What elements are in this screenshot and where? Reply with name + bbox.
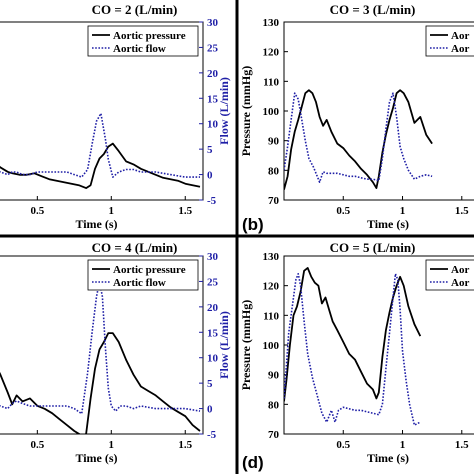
- legend-label-flow: Aortic flow: [113, 43, 166, 55]
- y-right-tick-label: 0: [207, 170, 213, 182]
- series-line-aortic-pressure: [0, 142, 201, 190]
- legend-label-flow: Aor: [451, 43, 469, 55]
- panel-2: CO = 3 (L/min) 0.5 1 1.5 Time (s) 70 80 90 100 11…: [239, 2, 474, 234]
- y-tick-label: 90: [268, 136, 280, 148]
- legend-label-flow: Aortic flow: [113, 277, 166, 289]
- y-tick-label: 90: [268, 370, 280, 382]
- y-tick-label: 80: [268, 165, 280, 177]
- x-axis-label: Time (s): [367, 217, 409, 231]
- legend-box: [425, 259, 474, 291]
- x-axis-label: Time (s): [75, 217, 117, 231]
- y-tick-label: 110: [263, 76, 279, 88]
- panel-1: CO = 2 (L/min) 0.5 1 1.5 Time (s) -5 0 5 10 15 20 2…: [0, 2, 231, 231]
- y-right-tick-label: 0: [207, 404, 213, 416]
- x-axis-label: Time (s): [367, 451, 409, 465]
- axes-frame: [0, 21, 204, 201]
- series-line-aortic-pressure: [284, 89, 433, 190]
- y-right-axis-label: Flow (L/min): [217, 311, 231, 379]
- panel-label: (b): [242, 215, 264, 234]
- legend-label-pressure: Aortic pressure: [113, 30, 186, 42]
- y-right-tick-label: 25: [207, 276, 219, 288]
- y-right-tick-label: 25: [207, 42, 219, 54]
- y-right-tick-label: 15: [207, 327, 219, 339]
- chart-title: CO = 2 (L/min): [92, 2, 178, 17]
- legend-label-pressure: Aor: [451, 30, 469, 42]
- y-tick-label: 120: [263, 281, 280, 293]
- y-right-tick-label: -5: [207, 429, 217, 441]
- panel-label: (d): [242, 453, 264, 472]
- y-tick-label: 110: [263, 310, 279, 322]
- y-right-tick-label: 15: [207, 93, 219, 105]
- panel-content: CO = 5 (L/min) 0.5 1 1.5 Time (s) 70 80 90 100 11…: [239, 240, 474, 472]
- panel-content: CO = 2 (L/min) 0.5 1 1.5 Time (s) -5 0 5 10 15 20 2…: [0, 2, 231, 231]
- x-tick-label: 1.5: [455, 205, 469, 217]
- series-line-aortic-pressure: [0, 332, 201, 434]
- plot-area: [0, 280, 201, 434]
- chart-title: CO = 3 (L/min): [330, 2, 416, 17]
- x-tick-label: 1: [109, 439, 115, 451]
- y-right-tick-label: 5: [207, 378, 213, 390]
- x-tick-label: 1.5: [178, 205, 192, 217]
- y-tick-label: 100: [263, 106, 280, 118]
- y-tick-label: 120: [263, 47, 280, 59]
- legend-box: [425, 25, 474, 57]
- legend-label-pressure: Aortic pressure: [113, 264, 186, 276]
- legend-box: [87, 259, 199, 291]
- x-tick-label: 0.5: [30, 205, 44, 217]
- y-right-tick-label: 10: [207, 353, 219, 365]
- y-tick-label: 130: [263, 251, 280, 263]
- series-line-aortic-flow: [284, 92, 433, 183]
- legend-label-flow: Aor: [451, 277, 469, 289]
- y-right-tick-label: -5: [207, 195, 217, 207]
- x-tick-label: 1: [109, 205, 115, 217]
- y-right-tick-label: 10: [207, 119, 219, 131]
- x-axis-label: Time (s): [75, 451, 117, 465]
- y-tick-label: 70: [268, 195, 280, 207]
- x-tick-label: 1.5: [455, 439, 469, 451]
- x-tick-label: 1.5: [178, 439, 192, 451]
- legend-label-pressure: Aor: [451, 264, 469, 276]
- chart-title: CO = 4 (L/min): [92, 240, 178, 255]
- y-tick-label: 130: [263, 17, 280, 29]
- x-tick-label: 0.5: [336, 205, 350, 217]
- series-line-aortic-flow: [0, 112, 200, 178]
- legend-box: [87, 25, 199, 57]
- x-tick-label: 0.5: [30, 439, 44, 451]
- x-tick-label: 1: [400, 205, 406, 217]
- plot-area: [0, 112, 201, 190]
- axes-frame: [0, 255, 204, 435]
- series-line-aortic-flow: [284, 272, 421, 426]
- panel-4: CO = 5 (L/min) 0.5 1 1.5 Time (s) 70 80 90 100 11…: [239, 240, 474, 472]
- y-right-tick-label: 30: [207, 17, 219, 29]
- x-tick-label: 0.5: [336, 439, 350, 451]
- panel-3: CO = 4 (L/min) 0.5 1 1.5 Time (s) -5 0 5 10 15 20 2…: [0, 240, 231, 465]
- y-tick-label: 70: [268, 429, 280, 441]
- series-line-aortic-flow: [0, 280, 201, 415]
- y-right-tick-label: 5: [207, 144, 213, 156]
- plot-area: [284, 266, 422, 426]
- y-right-tick-label: 20: [207, 68, 219, 80]
- y-right-tick-label: 20: [207, 302, 219, 314]
- y-right-tick-label: 30: [207, 251, 219, 263]
- series-line-aortic-pressure: [284, 266, 422, 402]
- y-axis-label: Pressure (mmHg): [239, 66, 253, 157]
- y-tick-label: 100: [263, 340, 280, 352]
- plot-area: [284, 89, 433, 190]
- chart-title: CO = 5 (L/min): [330, 240, 416, 255]
- x-tick-label: 1: [400, 439, 406, 451]
- y-tick-label: 80: [268, 399, 280, 411]
- y-axis-label: Pressure (mmHg): [239, 300, 253, 391]
- panel-content: CO = 4 (L/min) 0.5 1 1.5 Time (s) -5 0 5 10 15 20 2…: [0, 240, 231, 465]
- panel-content: CO = 3 (L/min) 0.5 1 1.5 Time (s) 70 80 90 100 11…: [239, 2, 474, 234]
- y-right-axis-label: Flow (L/min): [217, 77, 231, 145]
